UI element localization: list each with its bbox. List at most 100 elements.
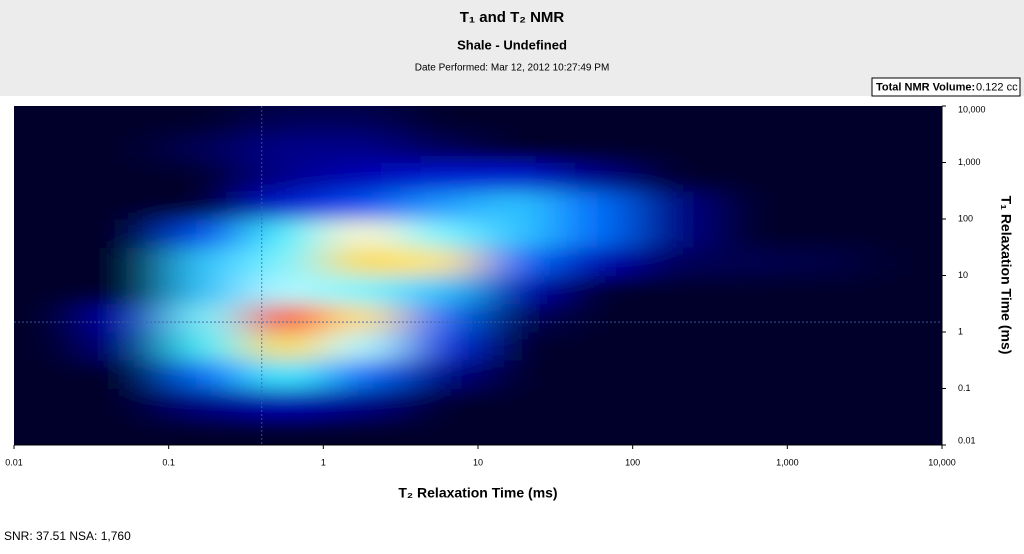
volume-box [871, 77, 1021, 97]
heatmap-cell [245, 190, 324, 220]
heatmap-cell [709, 134, 788, 163]
heatmap-cell [787, 275, 866, 305]
heatmap-cell [478, 275, 556, 305]
heatmap-cell [14, 247, 92, 276]
heatmap-cell [323, 332, 402, 361]
heatmap-cell [323, 303, 402, 333]
heatmap-cell [323, 190, 402, 220]
heatmap-cell [245, 162, 324, 192]
heatmap-cell [632, 247, 711, 276]
heatmap-cell [91, 162, 170, 192]
heatmap-cell [91, 190, 170, 220]
heatmap-cell [632, 275, 711, 305]
header-background [0, 0, 1024, 96]
heatmap-cell [400, 247, 479, 276]
heatmap-cell [91, 275, 170, 305]
heatmap-cell [168, 219, 247, 248]
chart-title: T₁ and T₂ NMR [460, 9, 565, 26]
heatmap-cell [400, 190, 479, 220]
heatmap-cell [478, 190, 556, 220]
heatmap-cell [555, 134, 634, 163]
heatmap-cell [400, 416, 479, 445]
heatmap-cell [478, 332, 556, 361]
heatmap-cell [632, 106, 711, 135]
heatmap-cell [864, 275, 942, 305]
heatmap-cell [168, 388, 247, 418]
heatmap-cell [787, 416, 866, 445]
heatmap-cell [709, 303, 788, 333]
date-performed: Date Performed: Mar 12, 2012 10:27:49 PM [415, 63, 610, 74]
x-tick-label: 1,000 [776, 457, 799, 467]
heatmap-cell [91, 219, 170, 248]
heatmap-cell [864, 162, 942, 192]
heatmap-cell [555, 219, 634, 248]
heatmap-cell [478, 162, 556, 192]
heatmap-cell [787, 303, 866, 333]
heatmap-cell [91, 106, 170, 135]
heatmap-cell [478, 303, 556, 333]
heatmap-cell [400, 162, 479, 192]
heatmap-cell [555, 162, 634, 192]
heatmap-cell [400, 134, 479, 163]
heatmap-cell [632, 219, 711, 248]
x-tick-label: 0.01 [5, 457, 23, 467]
heatmap-cell [91, 332, 170, 361]
heatmap-cell [168, 134, 247, 163]
heatmap-cell [478, 219, 556, 248]
heatmap-cell [91, 416, 170, 445]
heatmap-cell [323, 416, 402, 445]
heatmap-cell [555, 303, 634, 333]
heatmap-cell [632, 190, 711, 220]
heatmap-cell [787, 162, 866, 192]
heatmap-cell [864, 106, 942, 135]
heatmap-cell [245, 275, 324, 305]
heatmap-cell [864, 303, 942, 333]
heatmap-cell [168, 106, 247, 135]
heatmap-cell [478, 106, 556, 135]
heatmap-cell [632, 162, 711, 192]
heatmap-cell [245, 388, 324, 418]
heatmap-cell [14, 332, 92, 361]
heatmap-cell [864, 416, 942, 445]
heatmap-cell [400, 219, 479, 248]
heatmap-cell [245, 219, 324, 248]
heatmap-cell [14, 219, 92, 248]
heatmap-cell [632, 303, 711, 333]
heatmap-cells [14, 106, 942, 445]
x-tick-label: 0.1 [162, 457, 175, 467]
heatmap-cell [555, 106, 634, 135]
heatmap-cell [555, 190, 634, 220]
heatmap-cell [91, 360, 170, 389]
heatmap-cell [787, 360, 866, 389]
heatmap-cell [709, 275, 788, 305]
heatmap-cell [245, 332, 324, 361]
heatmap-cell [787, 134, 866, 163]
heatmap-cell [168, 190, 247, 220]
heatmap [14, 106, 942, 445]
heatmap-cell [709, 332, 788, 361]
heatmap-cell [787, 106, 866, 135]
heatmap-cell [709, 162, 788, 192]
heatmap-cell [632, 360, 711, 389]
heatmap-cell [709, 360, 788, 389]
heatmap-cell [478, 360, 556, 389]
heatmap-cell [323, 162, 402, 192]
heatmap-cell [555, 247, 634, 276]
heatmap-cell [245, 303, 324, 333]
heatmap-cell [245, 416, 324, 445]
heatmap-cell [709, 106, 788, 135]
heatmap-cell [632, 134, 711, 163]
heatmap-cell [91, 388, 170, 418]
y-tick-label: 10 [958, 270, 968, 280]
heatmap-cell [555, 275, 634, 305]
heatmap-cell [709, 416, 788, 445]
heatmap-cell [168, 332, 247, 361]
x-axis-title: T₂ Relaxation Time (ms) [398, 485, 557, 501]
heatmap-cell [14, 388, 92, 418]
heatmap-cell [14, 360, 92, 389]
y-tick-label: 100 [958, 213, 973, 223]
heatmap-cell [14, 275, 92, 305]
heatmap-cell [787, 190, 866, 220]
chart-subtitle: Shale - Undefined [457, 37, 567, 52]
